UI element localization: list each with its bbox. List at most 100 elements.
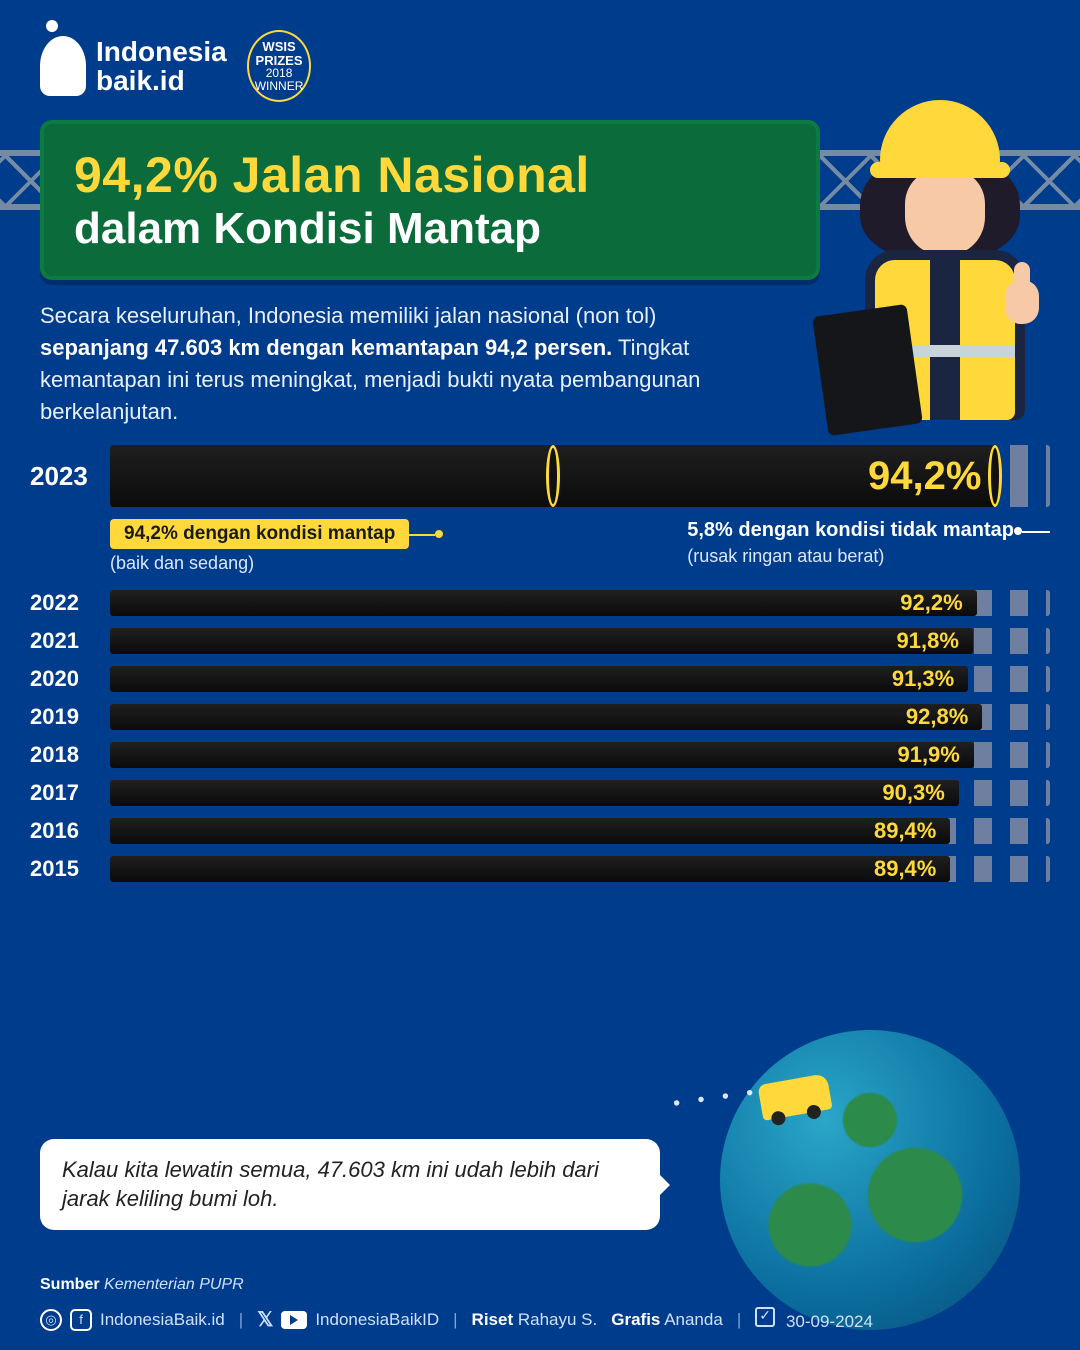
- facebook-icon: f: [70, 1309, 92, 1331]
- bar-track: 89,4%: [110, 856, 1050, 882]
- chart-callouts: 94,2% dengan kondisi mantap (baik dan se…: [110, 519, 1050, 574]
- chart-row: 2017 90,3%: [30, 780, 1050, 806]
- bar-fill: 91,3%: [110, 666, 968, 692]
- title-line1: 94,2% Jalan Nasional: [74, 146, 786, 204]
- callout-right: 5,8% dengan kondisi tidak mantap (rusak …: [687, 519, 1050, 567]
- chart-row: 2016 89,4%: [30, 818, 1050, 844]
- bar-value: 91,9%: [897, 742, 959, 768]
- midpoint-marker-icon: [546, 445, 560, 507]
- bar-track: 89,4%: [110, 818, 1050, 844]
- riset-value: Rahayu S.: [518, 1310, 597, 1329]
- chart-rows: 2022 92,2% 2021 91,8% 2020 91,3% 2019 92,8% 2018…: [30, 590, 1050, 882]
- intro-bold: sepanjang 47.603 km dengan kemantapan 94…: [40, 335, 612, 360]
- bubble-text: Kalau kita lewatin semua, 47.603 km ini …: [62, 1157, 599, 1212]
- brand-name: Indonesia baik.id: [96, 37, 227, 96]
- header-logo-row: Indonesia baik.id WSIS PRIZES 2018 WINNE…: [40, 30, 311, 102]
- hardhat-icon: [880, 100, 1000, 170]
- wsis-badge-icon: WSIS PRIZES 2018 WINNER: [247, 30, 312, 102]
- chart-row: 2020 91,3%: [30, 666, 1050, 692]
- social-handle-2: IndonesiaBaikID: [315, 1310, 439, 1330]
- end-marker-icon: [988, 445, 1002, 507]
- wsis-bot: WINNER: [255, 79, 304, 93]
- bar-fill: 91,9%: [110, 742, 974, 768]
- instagram-icon: ◎: [40, 1309, 62, 1331]
- bar-track: 94,2%: [110, 445, 1050, 507]
- intro-t1: Secara keseluruhan, Indonesia memiliki j…: [40, 303, 656, 328]
- calendar-icon: [755, 1307, 775, 1327]
- bar-fill: 89,4%: [110, 856, 950, 882]
- engineer-illustration: [810, 100, 1060, 420]
- year-label: 2023: [30, 461, 110, 492]
- road-condition-chart: 2023 94,2% 94,2% dengan kondisi mantap (…: [30, 445, 1050, 894]
- source-value: Kementerian PUPR: [104, 1276, 244, 1293]
- callout-right-sub: (rusak ringan atau berat): [687, 546, 1050, 567]
- thumbs-up-icon: [1005, 280, 1039, 324]
- separator: |: [453, 1310, 457, 1330]
- brand-line1: Indonesia: [96, 36, 227, 67]
- bar-value: 90,3%: [882, 780, 944, 806]
- social-handle-1: IndonesiaBaik.id: [100, 1310, 225, 1330]
- bar-value: 91,3%: [892, 666, 954, 692]
- fun-fact-bubble: Kalau kita lewatin semua, 47.603 km ini …: [40, 1139, 660, 1230]
- year-label: 2015: [30, 856, 110, 882]
- bar-value: 92,2%: [900, 590, 962, 616]
- youtube-icon: [281, 1311, 307, 1329]
- bar-value: 89,4%: [874, 818, 936, 844]
- bar-track: 91,9%: [110, 742, 1050, 768]
- chart-row: 2022 92,2%: [30, 590, 1050, 616]
- bar-value: 92,8%: [906, 704, 968, 730]
- title-line2: dalam Kondisi Mantap: [74, 204, 786, 254]
- globe-icon: [720, 1030, 1020, 1330]
- x-icon: 𝕏: [257, 1307, 273, 1332]
- bar-track: 92,8%: [110, 704, 1050, 730]
- year-label: 2021: [30, 628, 110, 654]
- title-sign: 94,2% Jalan Nasional dalam Kondisi Manta…: [40, 120, 820, 280]
- bar-fill: 94,2%: [110, 445, 995, 507]
- callout-right-line: 5,8% dengan kondisi tidak mantap: [687, 519, 1050, 542]
- bar-track: 92,2%: [110, 590, 1050, 616]
- separator: |: [737, 1310, 741, 1330]
- chart-row: 2021 91,8%: [30, 628, 1050, 654]
- date-value: 30-09-2024: [786, 1312, 873, 1331]
- callout-left-sub: (baik dan sedang): [110, 553, 409, 574]
- bar-value: 94,2%: [868, 454, 981, 499]
- chart-row-hero: 2023 94,2%: [30, 445, 1050, 507]
- credit-grafis: Grafis Ananda: [611, 1310, 723, 1330]
- source-line: Sumber Kementerian PUPR: [40, 1276, 244, 1294]
- brand-logo: Indonesia baik.id: [40, 36, 227, 96]
- riset-label: Riset: [472, 1310, 514, 1329]
- chart-row: 2015 89,4%: [30, 856, 1050, 882]
- callout-pill: 94,2% dengan kondisi mantap: [110, 519, 409, 549]
- date-group: 30-09-2024: [755, 1307, 873, 1332]
- chart-row: 2019 92,8%: [30, 704, 1050, 730]
- bar-value: 89,4%: [874, 856, 936, 882]
- separator: |: [239, 1310, 243, 1330]
- bar-value: 91,8%: [897, 628, 959, 654]
- year-label: 2019: [30, 704, 110, 730]
- year-label: 2022: [30, 590, 110, 616]
- bar-track: 91,3%: [110, 666, 1050, 692]
- year-label: 2020: [30, 666, 110, 692]
- grafis-value: Ananda: [664, 1310, 723, 1329]
- bar-fill: 92,2%: [110, 590, 977, 616]
- credit-riset: Riset Rahayu S.: [472, 1310, 598, 1330]
- bar-track: 90,3%: [110, 780, 1050, 806]
- brand-line2: baik.id: [96, 65, 185, 96]
- bar-track: 91,8%: [110, 628, 1050, 654]
- social-group-1: ◎ f IndonesiaBaik.id: [40, 1309, 225, 1331]
- social-group-2: 𝕏 IndonesiaBaikID: [257, 1307, 439, 1332]
- year-label: 2017: [30, 780, 110, 806]
- year-label: 2016: [30, 818, 110, 844]
- chart-row: 2018 91,9%: [30, 742, 1050, 768]
- source-label: Sumber: [40, 1276, 100, 1293]
- clipboard-icon: [812, 304, 923, 436]
- brand-mark-icon: [40, 36, 86, 96]
- bar-fill: 90,3%: [110, 780, 959, 806]
- bar-fill: 89,4%: [110, 818, 950, 844]
- bar-fill: 92,8%: [110, 704, 982, 730]
- callout-left: 94,2% dengan kondisi mantap (baik dan se…: [110, 519, 409, 574]
- grafis-label: Grafis: [611, 1310, 660, 1329]
- bar-fill: 91,8%: [110, 628, 973, 654]
- year-label: 2018: [30, 742, 110, 768]
- footer: Sumber Kementerian PUPR ◎ f IndonesiaBai…: [40, 1307, 1040, 1332]
